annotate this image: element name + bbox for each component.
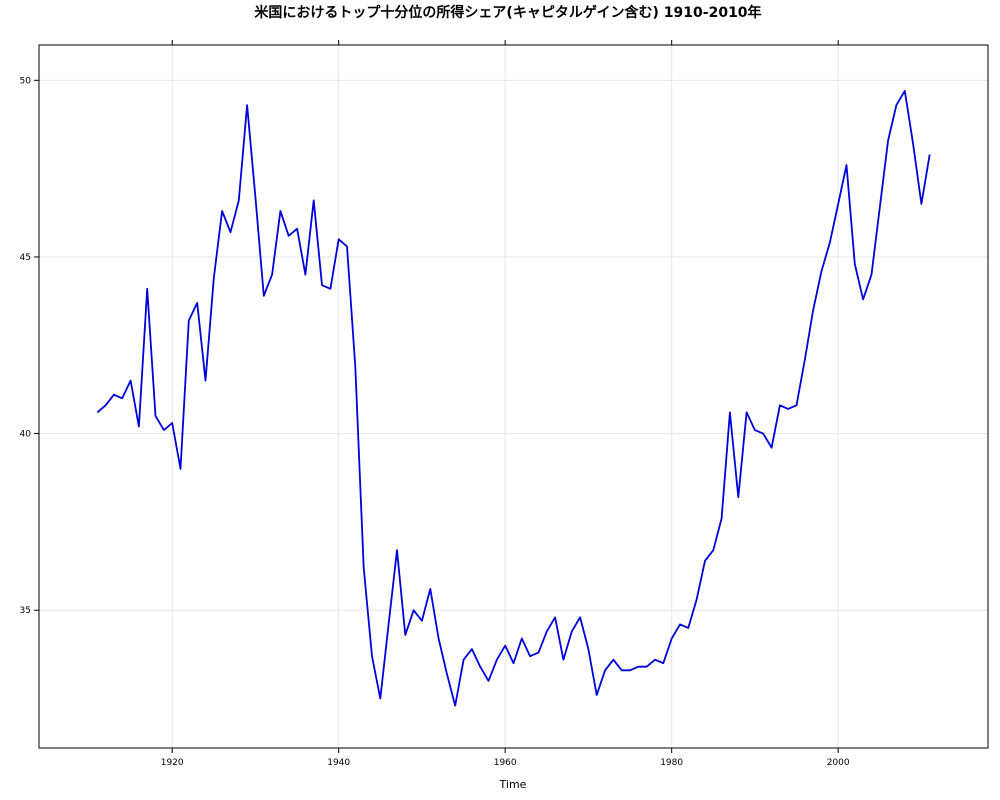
- y-tick-label: 35: [20, 606, 31, 616]
- x-tick-label: 1980: [660, 758, 683, 768]
- plot-frame: [38, 44, 989, 749]
- x-axis-label: Time: [499, 778, 527, 791]
- series-line: [96, 90, 931, 707]
- x-tick-label: 1920: [161, 758, 184, 768]
- grid-lines: [39, 45, 988, 748]
- x-tick-label: 1940: [327, 758, 350, 768]
- chart-title: 米国におけるトップ十分位の所得シェア(キャピタルゲイン含む) 1910-2010…: [254, 4, 761, 21]
- y-tick-label: 45: [20, 253, 31, 263]
- y-tick-label: 40: [20, 430, 32, 440]
- series-layer: [96, 90, 931, 707]
- x-tick-label: 1960: [494, 758, 517, 768]
- x-axis-ticks: 1920 1940 1960 1980 2000: [161, 40, 850, 768]
- y-tick-label: 50: [20, 76, 32, 86]
- y-axis-ticks: 35 40 45 50: [20, 76, 39, 616]
- x-tick-label: 2000: [827, 758, 850, 768]
